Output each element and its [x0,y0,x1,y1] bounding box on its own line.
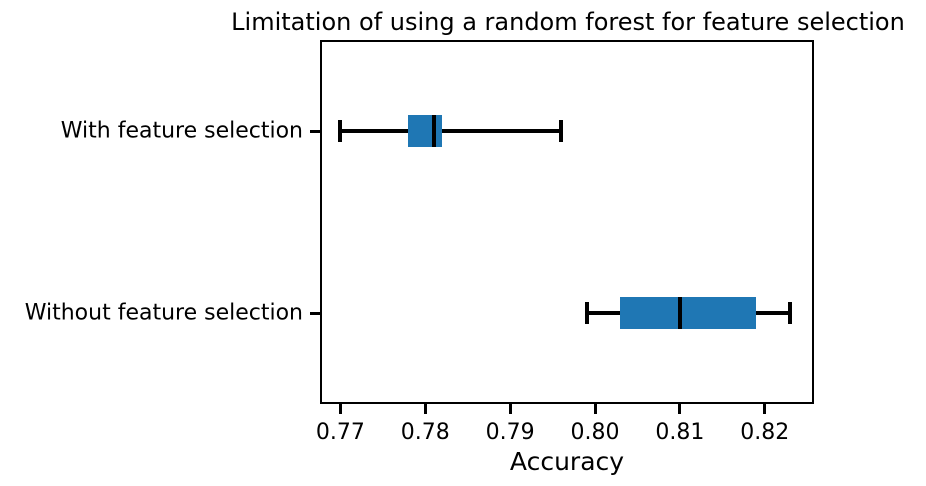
box-iqr-without-feature-selection [620,297,757,329]
x-tick-label: 0.79 [485,420,535,445]
y-tick-label-without-feature-selection: Without feature selection [24,300,303,326]
median-line-with-feature-selection [431,115,436,147]
x-tick-mark [338,404,342,414]
y-tick-label-with-feature-selection: With feature selection [60,118,303,144]
whisker-cap-high-with-feature-selection [559,120,564,142]
whisker-line-high-without-feature-selection [756,311,791,315]
plot-area [320,40,814,404]
chart-title: Limitation of using a random forest for … [231,8,905,36]
x-tick-mark [593,404,597,414]
whisker-cap-low-without-feature-selection [584,302,589,324]
y-tick-mark [310,129,320,133]
x-tick-label: 0.81 [655,420,705,445]
whisker-cap-low-with-feature-selection [338,120,343,142]
x-tick-mark [678,404,682,414]
x-tick-label: 0.77 [315,420,365,445]
x-tick-label: 0.82 [740,420,790,445]
whisker-cap-high-without-feature-selection [788,302,793,324]
whisker-line-low-without-feature-selection [586,311,621,315]
x-tick-mark [423,404,427,414]
x-axis-label: Accuracy [509,447,625,476]
x-tick-label: 0.78 [400,420,450,445]
box-iqr-with-feature-selection [408,115,443,147]
x-tick-mark [763,404,767,414]
x-tick-label: 0.80 [570,420,620,445]
x-tick-mark [508,404,512,414]
whisker-line-high-with-feature-selection [442,129,562,133]
median-line-without-feature-selection [677,297,682,329]
whisker-line-low-with-feature-selection [340,129,409,133]
y-tick-mark [310,311,320,315]
